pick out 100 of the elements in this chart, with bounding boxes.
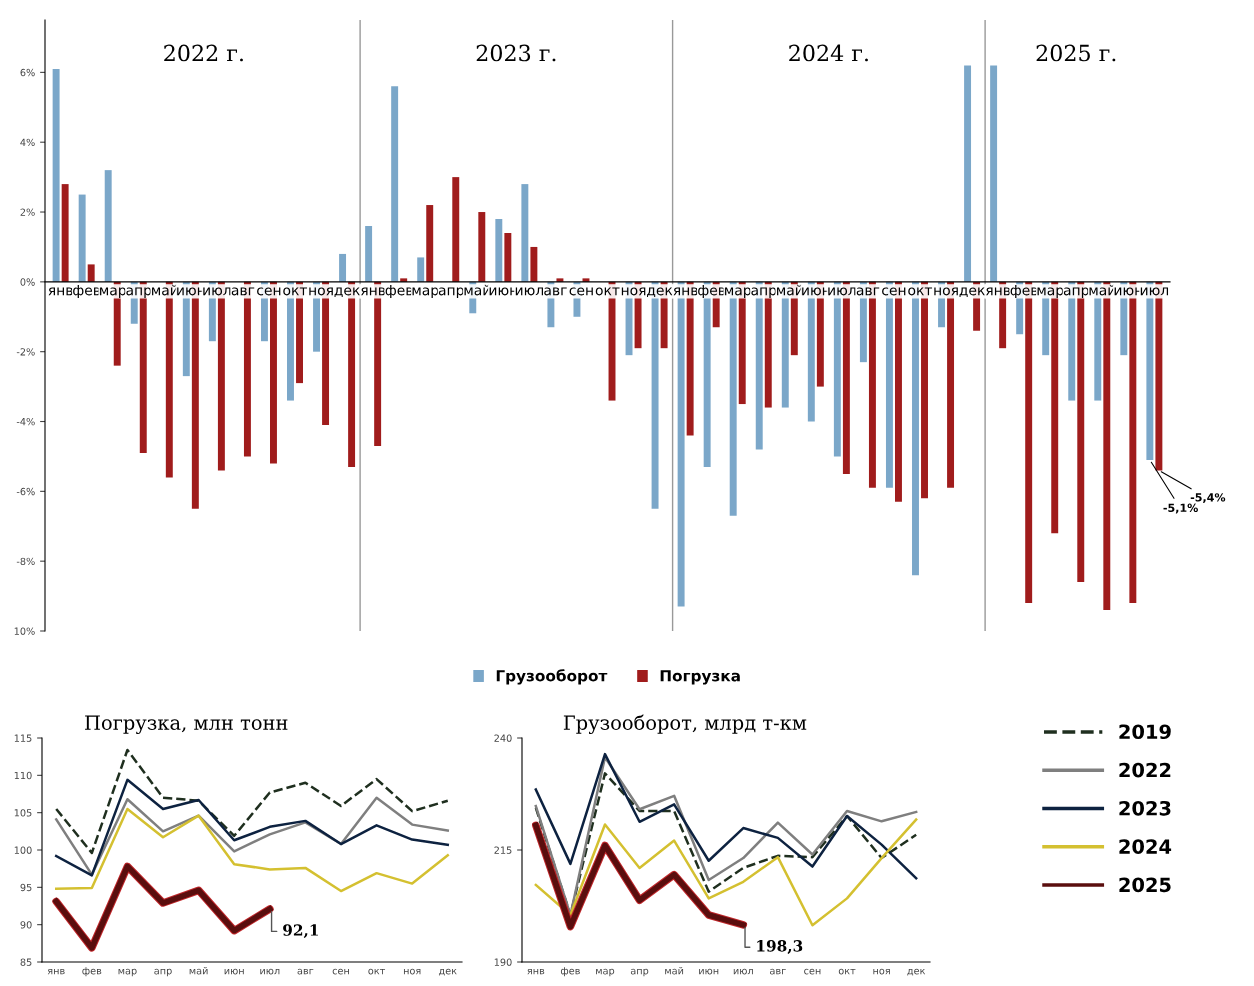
y-tick-label: -4% (16, 417, 35, 426)
y-tick-label: 0% (20, 278, 35, 286)
bar (452, 177, 460, 282)
x-tick-label: окт (595, 287, 620, 296)
x-tick-label: фев (560, 967, 580, 977)
x-tick-label: июл (260, 968, 280, 975)
x-tick-label: ноя (934, 287, 958, 296)
chart-title: Грузооборот, млрд т-км (563, 714, 807, 734)
annotation: 198,3 (757, 940, 803, 954)
line-series (54, 807, 450, 893)
x-tick-label: дек (907, 968, 926, 976)
x-tick-label: май (665, 966, 684, 975)
bar (495, 219, 503, 282)
x-tick-label: июн (802, 287, 830, 296)
x-tick-label: мар (118, 968, 137, 977)
x-tick-label: сен (257, 287, 281, 296)
x-tick-label: мар (412, 287, 439, 299)
x-tick-label: фев (1010, 285, 1038, 299)
x-tick-label: мар (1037, 287, 1064, 299)
x-tick-label: июл (733, 968, 753, 975)
x-tick-label: июл (203, 287, 231, 296)
y-tick-label: 105 (14, 809, 32, 817)
x-tick-label: май (1089, 284, 1116, 296)
x-tick-label: сен (569, 287, 593, 296)
x-tick-label: май (189, 966, 208, 975)
y-tick-label: 100 (14, 846, 32, 854)
bar (339, 253, 347, 282)
bar (52, 68, 60, 282)
y-tick-label: 10% (14, 627, 35, 635)
x-tick-label: янв (986, 287, 1011, 296)
chart-title: Погрузка, млн тонн (85, 715, 288, 734)
x-tick-label: янв (527, 968, 545, 975)
x-tick-label: авг (544, 287, 567, 296)
x-tick-label: окт (908, 287, 933, 296)
line-series (534, 818, 918, 927)
y-tick-label: 115 (14, 734, 32, 742)
x-tick-label: июл (1140, 287, 1169, 296)
legend-label: 2024 (1119, 839, 1172, 854)
x-tick-label: авг (770, 968, 786, 975)
x-tick-label: янв (673, 287, 698, 296)
annotation: 92,1 (283, 924, 318, 939)
x-tick-label: апр (751, 287, 777, 299)
bar (426, 205, 434, 282)
y-tick-label: 240 (494, 734, 512, 742)
x-tick-label: апр (630, 968, 649, 977)
x-tick-label: окт (283, 287, 308, 296)
x-tick-label: фев (385, 285, 413, 299)
bar (504, 232, 512, 282)
bar (78, 194, 86, 282)
legend-label: 2025 (1119, 877, 1171, 893)
x-tick-label: июл (828, 287, 856, 296)
bar (521, 184, 529, 282)
x-tick-label: авг (297, 968, 314, 975)
bar (530, 246, 538, 282)
x-tick-label: июл (515, 287, 544, 296)
y-tick-label: -2% (16, 348, 35, 356)
bar (417, 257, 425, 282)
annotation: 2025 г. (1036, 44, 1116, 62)
x-tick-label: фев (73, 285, 101, 299)
x-tick-label: янв (361, 287, 386, 296)
legend-label: 2022 (1119, 762, 1171, 778)
data-label: -5,4% (1190, 493, 1226, 503)
x-tick-label: окт (368, 968, 386, 975)
bar (964, 65, 972, 282)
x-tick-label: май (464, 284, 491, 296)
x-tick-label: апр (1063, 287, 1089, 299)
x-tick-label: сен (804, 968, 821, 975)
x-tick-label: авг (231, 287, 255, 296)
x-tick-label: апр (438, 287, 464, 299)
x-tick-label: фев (82, 967, 102, 977)
bar (61, 184, 69, 282)
x-tick-label: мар (596, 968, 615, 977)
x-tick-label: апр (154, 968, 172, 977)
x-tick-label: сен (332, 968, 349, 975)
y-tick-label: -6% (16, 487, 35, 496)
x-tick-label: ноя (873, 968, 890, 975)
bar (391, 86, 399, 282)
y-tick-label: 4% (20, 138, 35, 147)
annotation: 2024 г. (789, 44, 868, 62)
y-tick-label: 110 (14, 771, 32, 780)
x-tick-label: мар (100, 287, 126, 299)
x-tick-label: мар (725, 287, 751, 299)
y-tick-label: 90 (20, 921, 32, 929)
x-tick-label: окт (838, 968, 856, 975)
y-tick-label: 2% (20, 208, 35, 216)
line-series (54, 748, 450, 855)
legend-label: 2019 (1119, 724, 1171, 740)
y-tick-label: 6% (20, 68, 35, 77)
x-tick-label: апр (126, 287, 152, 299)
x-tick-label: дек (647, 287, 673, 298)
x-tick-label: сен (882, 287, 906, 296)
x-tick-label: фев (698, 285, 726, 299)
x-tick-label: ноя (621, 287, 646, 296)
line-series (534, 752, 918, 880)
y-tick-label: 85 (20, 958, 32, 966)
bar (478, 212, 486, 282)
y-tick-label: 215 (494, 846, 512, 854)
x-tick-label: янв (48, 287, 73, 296)
x-tick-label: ноя (309, 287, 333, 296)
legend-label: Погрузка (660, 670, 740, 685)
